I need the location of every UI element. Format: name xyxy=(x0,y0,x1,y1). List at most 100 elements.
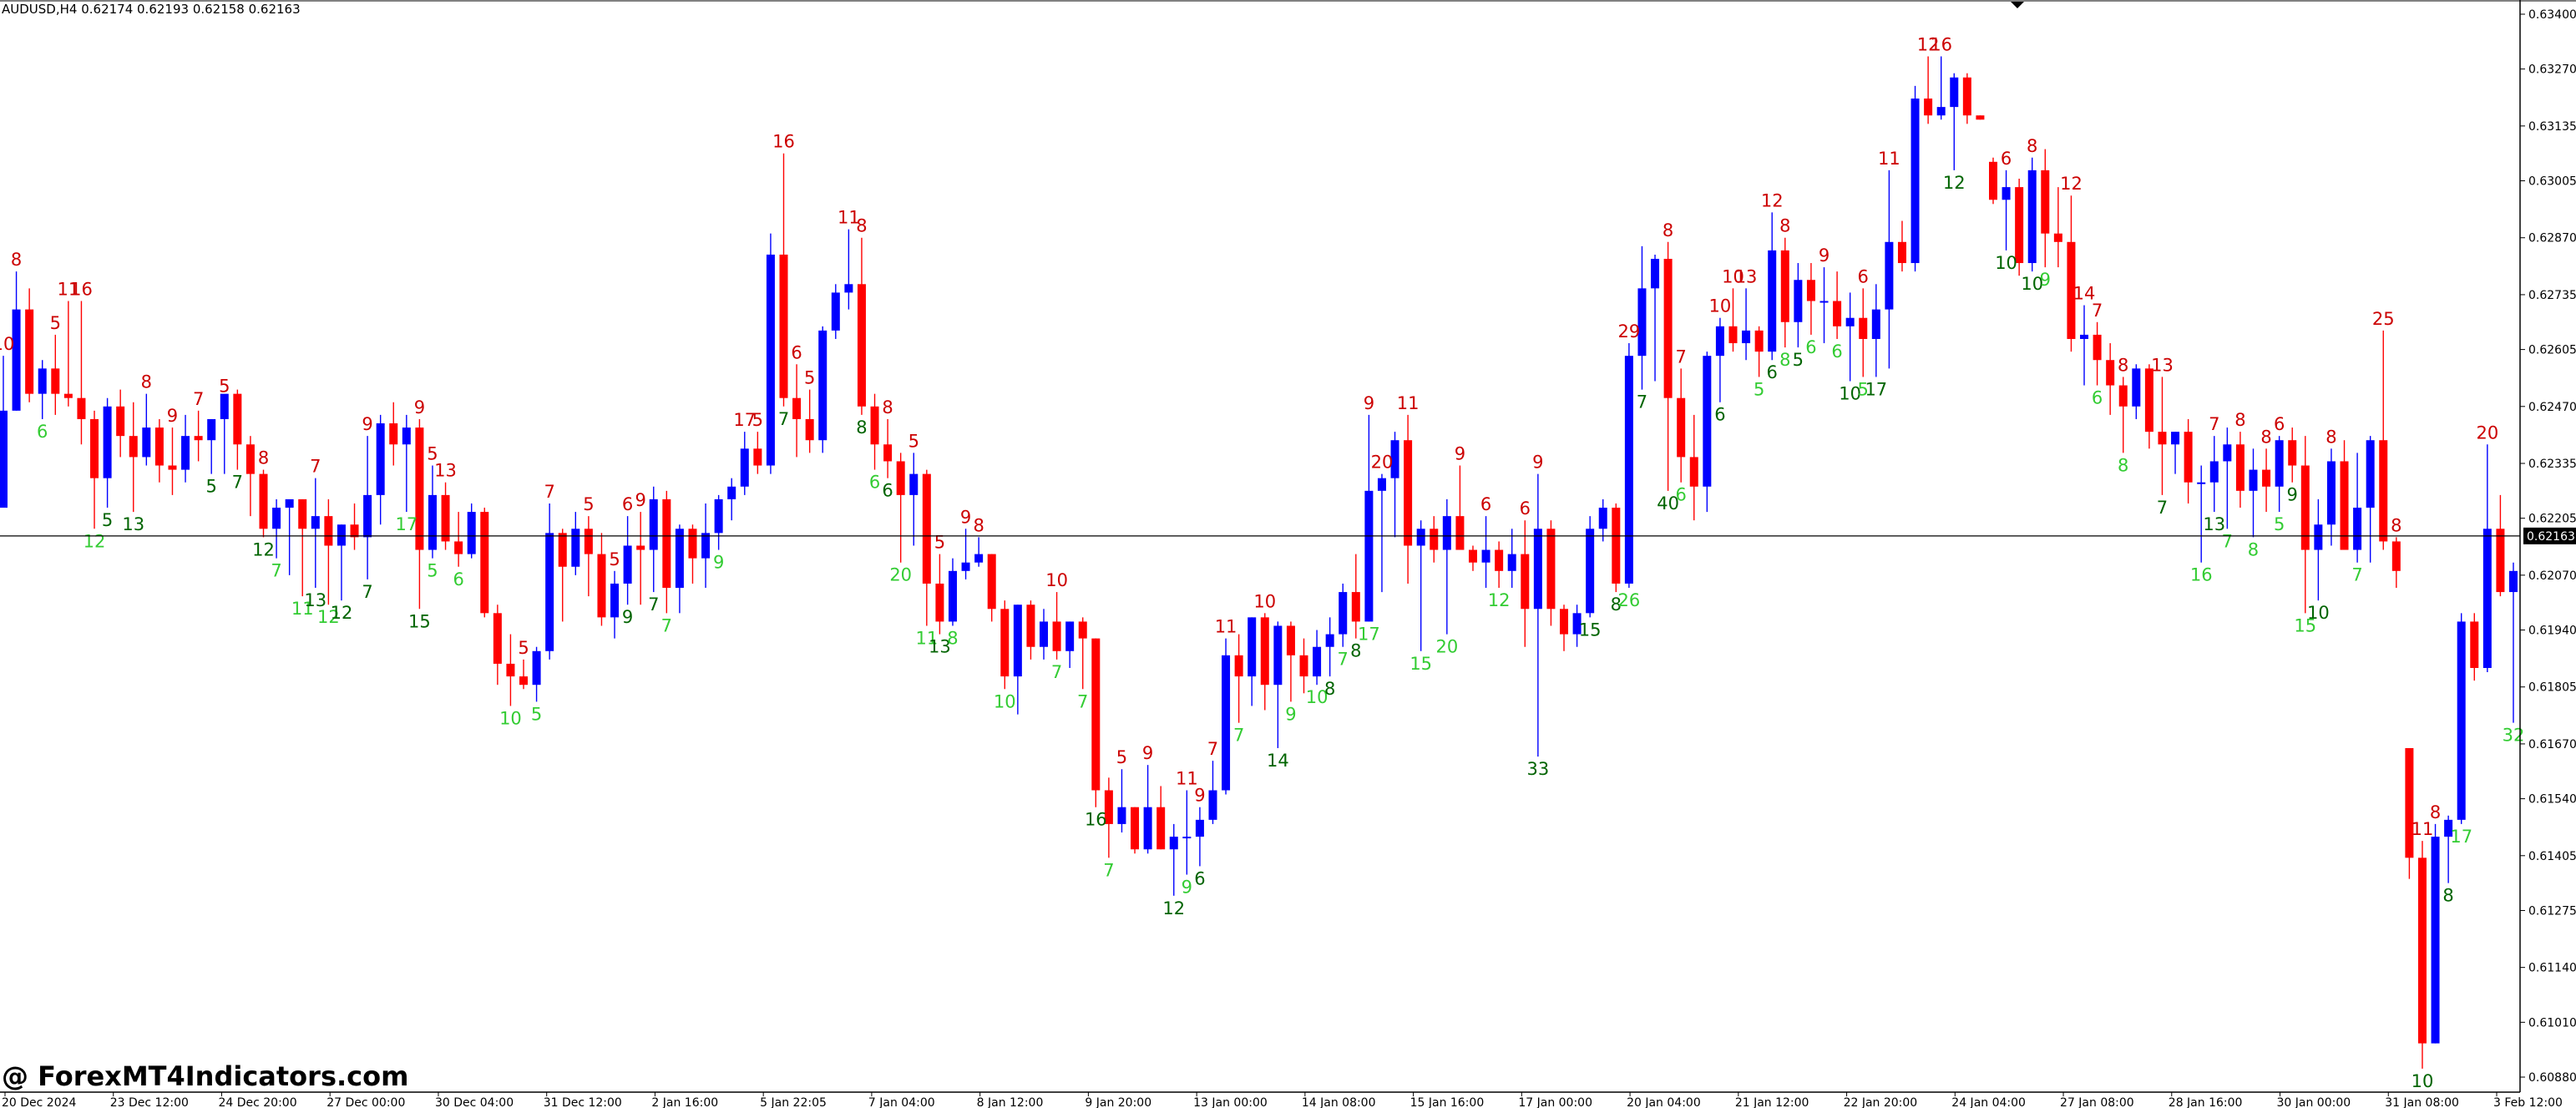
candle[interactable] xyxy=(2340,440,2349,550)
candle[interactable] xyxy=(324,498,333,605)
candle[interactable] xyxy=(857,237,866,415)
candle[interactable] xyxy=(1182,790,1192,875)
candle[interactable] xyxy=(1325,617,1334,677)
candle[interactable] xyxy=(1560,605,1569,651)
candle[interactable] xyxy=(1131,807,1140,854)
candle[interactable] xyxy=(2509,562,2518,723)
candle[interactable] xyxy=(2249,448,2258,538)
candle[interactable] xyxy=(25,288,34,402)
candle[interactable] xyxy=(2496,494,2505,597)
candle[interactable] xyxy=(311,478,320,589)
candle[interactable] xyxy=(1677,368,1686,483)
candle[interactable] xyxy=(1430,516,1439,563)
candle[interactable] xyxy=(740,432,749,495)
candle[interactable] xyxy=(1507,529,1516,589)
candle[interactable] xyxy=(1273,621,1283,748)
candle[interactable] xyxy=(2184,418,2193,503)
candle[interactable] xyxy=(519,659,529,690)
candle[interactable] xyxy=(1703,352,1712,513)
candle[interactable] xyxy=(1586,516,1595,618)
candle[interactable] xyxy=(1208,761,1217,824)
candle[interactable] xyxy=(1248,617,1257,706)
candle[interactable] xyxy=(2067,195,2076,352)
candle[interactable] xyxy=(766,233,775,474)
candle[interactable] xyxy=(1976,115,1985,120)
candle[interactable] xyxy=(558,529,567,622)
candle[interactable] xyxy=(1546,520,1556,626)
candle[interactable] xyxy=(2444,815,2453,883)
candle[interactable] xyxy=(2144,364,2153,449)
candle[interactable] xyxy=(2158,377,2167,495)
candle[interactable] xyxy=(1169,823,1178,896)
candle[interactable] xyxy=(1390,432,1399,538)
candle[interactable] xyxy=(1040,609,1049,660)
candle[interactable] xyxy=(12,271,21,411)
candle[interactable] xyxy=(2326,448,2336,546)
candle[interactable] xyxy=(142,393,151,466)
candle[interactable] xyxy=(623,516,632,605)
candle[interactable] xyxy=(1910,85,1920,272)
candle[interactable] xyxy=(1404,414,1413,584)
candle[interactable] xyxy=(77,301,86,445)
candle[interactable] xyxy=(1924,56,1933,124)
candle[interactable] xyxy=(51,334,60,415)
candle[interactable] xyxy=(805,389,814,453)
candle[interactable] xyxy=(1495,541,1504,589)
candle[interactable] xyxy=(1533,473,1542,757)
candle[interactable] xyxy=(376,414,385,525)
candle[interactable] xyxy=(779,153,788,407)
candle[interactable] xyxy=(116,389,125,458)
candle[interactable] xyxy=(402,414,411,513)
candle[interactable] xyxy=(90,410,99,529)
candle[interactable] xyxy=(2288,428,2297,483)
candle[interactable] xyxy=(1637,245,1647,390)
candle[interactable] xyxy=(337,524,346,601)
candle[interactable] xyxy=(1481,516,1490,589)
candle[interactable] xyxy=(1598,498,1607,542)
candle[interactable] xyxy=(1819,267,1829,344)
candle[interactable] xyxy=(2171,432,2180,474)
candle[interactable] xyxy=(207,418,216,474)
candle[interactable] xyxy=(714,494,723,550)
candle[interactable] xyxy=(935,554,944,635)
candle[interactable] xyxy=(987,554,996,622)
candle[interactable] xyxy=(2482,444,2492,673)
candle[interactable] xyxy=(2405,747,2414,879)
candle[interactable] xyxy=(2132,364,2141,419)
candle[interactable] xyxy=(389,402,398,466)
candle[interactable] xyxy=(1885,169,1894,369)
candle[interactable] xyxy=(571,512,580,575)
candle[interactable] xyxy=(415,418,424,610)
candle[interactable] xyxy=(1754,326,1764,377)
candle[interactable] xyxy=(363,436,372,579)
candle[interactable] xyxy=(441,482,450,550)
candle[interactable] xyxy=(1833,271,1842,339)
candle[interactable] xyxy=(1377,473,1386,593)
candle[interactable] xyxy=(103,397,112,508)
candle[interactable] xyxy=(220,393,229,474)
candle[interactable] xyxy=(675,524,684,614)
candle[interactable] xyxy=(1143,765,1152,854)
candle[interactable] xyxy=(1339,583,1348,647)
candle[interactable] xyxy=(610,570,620,639)
candle[interactable] xyxy=(1962,73,1971,124)
candle[interactable] xyxy=(245,436,255,517)
candle[interactable] xyxy=(1065,621,1075,668)
candle[interactable] xyxy=(1260,613,1269,711)
candle[interactable] xyxy=(1845,292,1855,382)
candle[interactable] xyxy=(2093,321,2102,386)
candle[interactable] xyxy=(1052,592,1061,660)
candle[interactable] xyxy=(1612,503,1621,593)
candle[interactable] xyxy=(1013,605,1022,715)
candle[interactable] xyxy=(1234,634,1243,723)
candle[interactable] xyxy=(168,428,177,495)
candle[interactable] xyxy=(1689,414,1698,521)
candle[interactable] xyxy=(870,393,879,470)
candle[interactable] xyxy=(727,478,736,521)
candle[interactable] xyxy=(2106,343,2115,415)
candle[interactable] xyxy=(1806,263,1815,335)
candle[interactable] xyxy=(1859,288,1868,377)
candle[interactable] xyxy=(181,414,190,483)
candle[interactable] xyxy=(2391,537,2401,589)
